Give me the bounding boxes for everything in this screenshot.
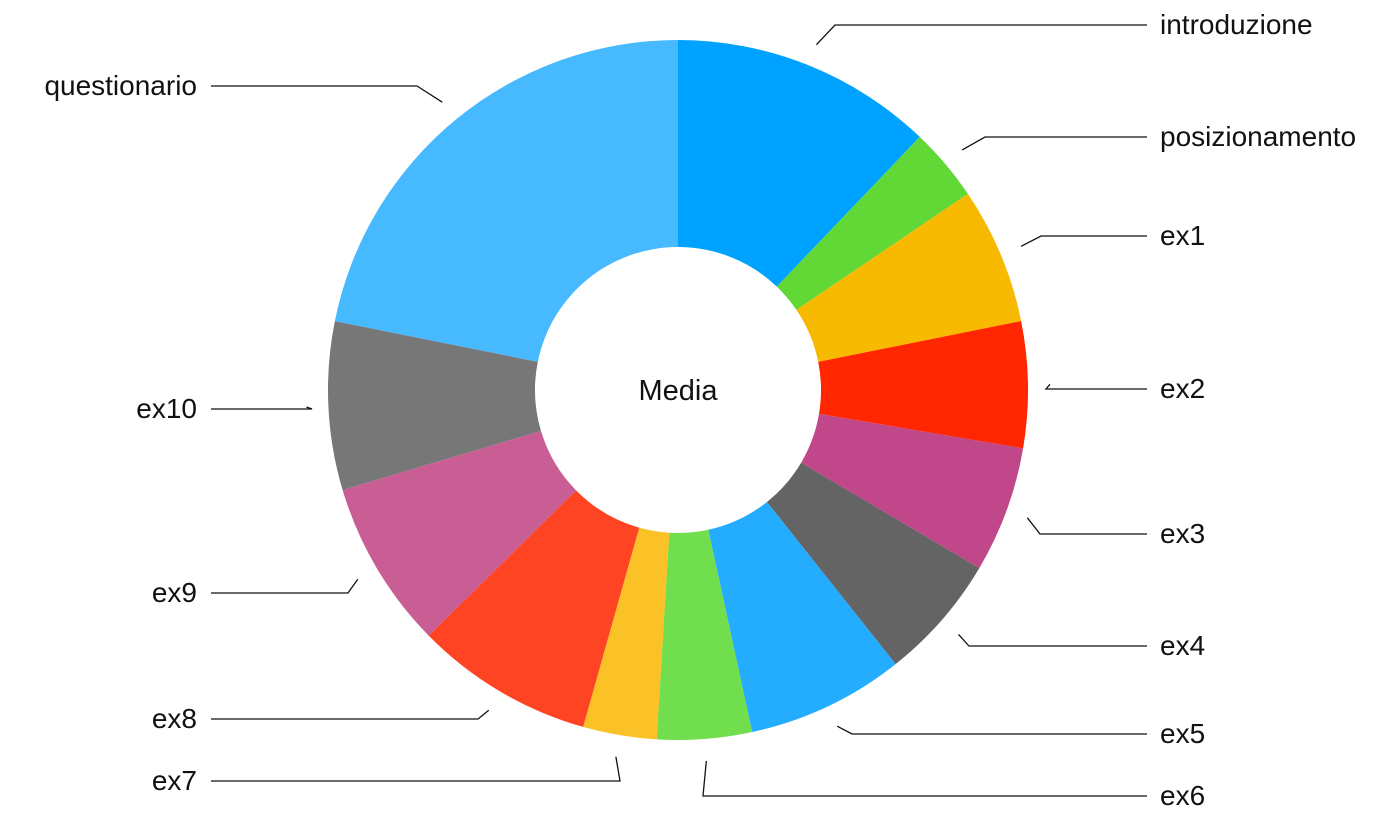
leader-line-ex5 — [836, 725, 1147, 735]
slice-ex6 — [656, 529, 753, 740]
slice-label-ex7: ex7 — [152, 765, 197, 796]
slice-ex4 — [766, 462, 980, 665]
leader-line-ex1 — [1020, 235, 1147, 247]
leader-line-ex8 — [211, 709, 490, 720]
leader-line-ex10 — [211, 406, 313, 410]
leader-line-ex2 — [1044, 383, 1147, 390]
leader-line-ex7 — [211, 756, 621, 782]
slice-label-ex8: ex8 — [152, 703, 197, 734]
slice-label-ex6: ex6 — [1160, 780, 1205, 811]
slice-label-ex4: ex4 — [1160, 630, 1205, 661]
leader-line-ex4 — [957, 633, 1147, 647]
slice-ex2 — [818, 321, 1028, 449]
slice-label-questionario: questionario — [44, 70, 197, 101]
slice-label-ex3: ex3 — [1160, 518, 1205, 549]
center-label: Media — [639, 375, 719, 407]
leader-line-ex6 — [702, 760, 1147, 797]
slice-label-ex10: ex10 — [136, 393, 197, 424]
slices-group — [328, 40, 1028, 740]
slice-ex7 — [583, 527, 670, 740]
slice-label-ex1: ex1 — [1160, 220, 1205, 251]
leader-line-questionario — [211, 85, 443, 103]
leader-line-posizionamento — [961, 136, 1147, 151]
leader-line-ex9 — [211, 578, 359, 594]
slice-label-posizionamento: posizionamento — [1160, 121, 1356, 152]
leader-lines-group — [211, 24, 1147, 797]
slice-label-introduzione: introduzione — [1160, 9, 1313, 40]
slice-label-ex5: ex5 — [1160, 718, 1205, 749]
slice-ex1 — [796, 193, 1022, 362]
slice-introduzione — [678, 40, 920, 287]
slice-ex8 — [428, 490, 640, 727]
slice-ex9 — [342, 430, 577, 636]
leader-line-introduzione — [815, 24, 1147, 46]
slice-label-ex9: ex9 — [152, 577, 197, 608]
slice-questionario — [334, 40, 678, 362]
slice-ex10 — [328, 321, 541, 491]
slice-ex3 — [801, 413, 1024, 569]
slice-posizionamento — [776, 136, 968, 310]
slice-labels-group: introduzione posizionamento ex1 ex2 ex3 ex4 ex… — [44, 9, 1356, 811]
slice-ex5 — [708, 501, 896, 733]
slice-label-ex2: ex2 — [1160, 373, 1205, 404]
leader-line-ex3 — [1026, 517, 1147, 535]
